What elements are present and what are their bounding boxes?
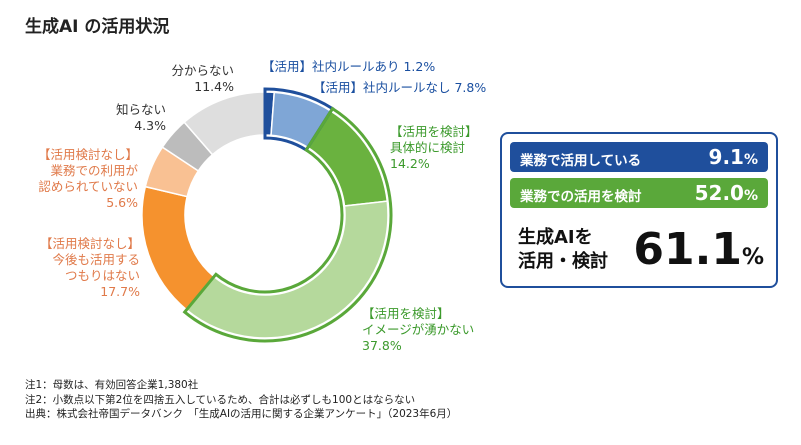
source-note: 出典：株式会社帝国データバンク 「生成AIの活用に関する企業アンケート」（202… bbox=[25, 408, 458, 420]
label-concrete: 【活用を検討】 具体的に検討 14.2% bbox=[390, 124, 478, 172]
footnote-2: 注2：小数点以下第2位を四捨五入しているため、合計は必ずしも100とはならない bbox=[25, 393, 416, 406]
summary-considering-label: 業務での活用を検討 bbox=[520, 189, 642, 205]
summary-total-label: 生成AIを 活用・検討 bbox=[518, 227, 608, 272]
label-no-plan-l2: 今後も活用する bbox=[52, 252, 140, 267]
label-no-plan: 【活用検討なし】 今後も活用する つもりはない 17.7% bbox=[30, 236, 140, 300]
summary-using-label: 業務で活用している bbox=[520, 153, 642, 169]
label-concrete-l1: 【活用を検討】 bbox=[390, 124, 478, 139]
label-not-allowed: 【活用検討なし】 業務での利用が 認められていない 5.6% bbox=[20, 147, 138, 211]
label-unsure-l1: 分からない bbox=[171, 63, 234, 78]
label-no-plan-l4: 17.7% bbox=[100, 284, 140, 299]
footnote-1: 注1：母数は、有効回答企業1,380社 bbox=[25, 379, 199, 391]
label-not-allowed-l3: 認められていない bbox=[38, 179, 138, 194]
donut-slice-3 bbox=[185, 200, 389, 339]
label-not-allowed-l1: 【活用検討なし】 bbox=[37, 147, 138, 162]
summary-considering-bar: 業務での活用を検討 52.0% bbox=[510, 178, 768, 208]
summary-using-bar: 業務で活用している 9.1% bbox=[510, 142, 768, 172]
label-image: 【活用を検討】 イメージが湧かない 37.8% bbox=[362, 306, 474, 354]
label-unsure: 分からない 11.4% bbox=[150, 63, 234, 95]
label-no-plan-l1: 【活用検討なし】 bbox=[39, 236, 140, 251]
label-unsure-l2: 11.4% bbox=[194, 79, 234, 94]
label-image-l1: 【活用を検討】 bbox=[362, 306, 450, 321]
label-no-plan-l3: つもりはない bbox=[64, 268, 140, 283]
label-dont-know-of: 知らない 4.3% bbox=[96, 102, 166, 134]
label-dont-know-of-l2: 4.3% bbox=[134, 118, 166, 133]
summary-box: 業務で活用している 9.1% 業務での活用を検討 52.0% 生成AIを 活用・… bbox=[500, 132, 778, 288]
label-rule-no-text: 【活用】社内ルールなし 7.8% bbox=[313, 80, 487, 95]
label-not-allowed-l4: 5.6% bbox=[106, 195, 138, 210]
label-rule-yes: 【活用】社内ルールあり 1.2% bbox=[262, 59, 435, 75]
label-image-l2: イメージが湧かない bbox=[362, 322, 475, 337]
label-concrete-l2: 具体的に検討 bbox=[390, 140, 466, 155]
footnotes: 注1：母数は、有効回答企業1,380社 注2：小数点以下第2位を四捨五入している… bbox=[25, 378, 457, 422]
label-concrete-l3: 14.2% bbox=[390, 156, 430, 171]
summary-considering-value: 52.0% bbox=[694, 181, 758, 205]
highlight-considering-outline bbox=[182, 106, 393, 343]
label-rule-yes-text: 【活用】社内ルールあり 1.2% bbox=[262, 59, 436, 74]
summary-using-value: 9.1% bbox=[708, 145, 758, 169]
label-dont-know-of-l1: 知らない bbox=[115, 102, 166, 117]
summary-total-value: 61.1% bbox=[633, 224, 764, 275]
label-not-allowed-l2: 業務での利用が bbox=[50, 163, 138, 178]
label-image-l3: 37.8% bbox=[362, 338, 402, 353]
page-title: 生成AI の活用状況 bbox=[25, 17, 170, 37]
label-rule-no: 【活用】社内ルールなし 7.8% bbox=[313, 80, 486, 96]
